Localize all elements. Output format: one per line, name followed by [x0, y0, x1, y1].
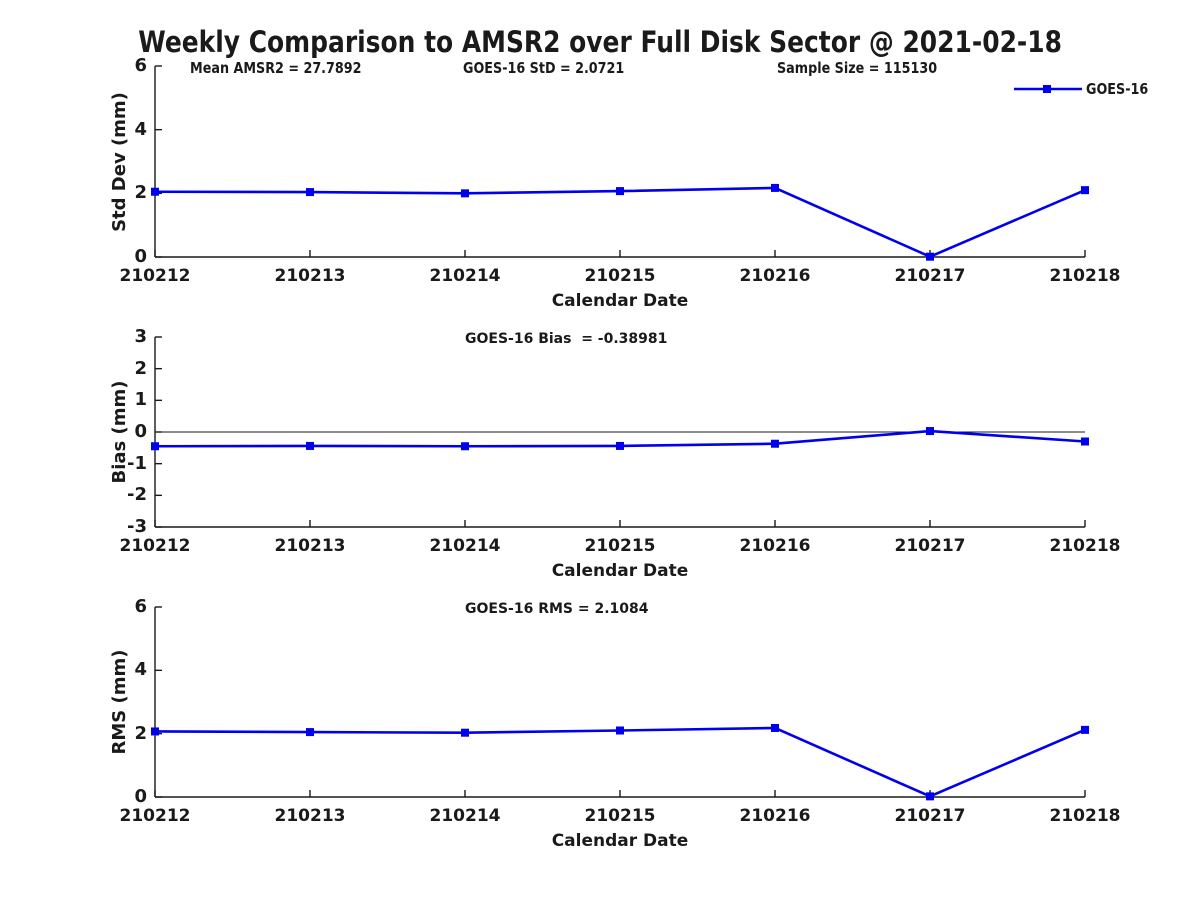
x-axis-label-top: Calendar Date — [551, 291, 689, 311]
annotation-sample-size: Sample Size = 115130 — [777, 59, 965, 77]
figure-title: Weekly Comparison to AMSR2 over Full Dis… — [0, 24, 1200, 60]
x-tick-label: 210216 — [739, 266, 811, 286]
goes16-data-marker — [306, 441, 314, 450]
x-tick-label: 210212 — [119, 536, 191, 556]
x-axis-label-bottom: Calendar Date — [551, 831, 689, 851]
y-tick-label: 6 — [134, 55, 147, 76]
annotation-goes16-bias: GOES-16 Bias = -0.38981 — [465, 331, 668, 347]
x-tick-label: 210214 — [429, 536, 501, 556]
y-axis-label-std-dev: Std Dev (mm) — [109, 92, 130, 232]
y-tick-label: 2 — [134, 722, 147, 744]
goes16-data-marker — [926, 792, 934, 801]
goes16-data-marker — [616, 187, 624, 196]
y-tick-label: 2 — [134, 182, 147, 204]
x-axis-label-middle: Calendar Date — [551, 561, 689, 581]
goes16-data-marker — [151, 187, 159, 196]
goes16-data-marker — [926, 252, 934, 261]
y-tick-label: 6 — [134, 596, 147, 617]
x-tick-label: 210216 — [739, 536, 811, 556]
x-tick-label: 210215 — [584, 806, 656, 826]
annotation-goes16-rms: GOES-16 RMS = 2.1084 — [465, 601, 649, 617]
x-tick-label: 210218 — [1049, 806, 1121, 826]
annotation-sample-size-text: Sample Size = 115130 — [777, 59, 938, 77]
goes16-data-marker — [771, 439, 779, 448]
y-tick-label: 4 — [134, 118, 147, 140]
goes16-data-marker — [1081, 725, 1089, 734]
annotation-mean-amsr2-text: Mean AMSR2 = 27.7892 — [190, 59, 362, 77]
x-tick-label: 210213 — [274, 806, 346, 826]
goes16-data-marker — [461, 442, 469, 451]
goes16-data-marker — [461, 189, 469, 198]
legend-entry-goes16-text: GOES-16 — [1086, 80, 1149, 98]
goes16-data-marker — [771, 183, 779, 192]
y-tick-label: 4 — [134, 659, 147, 681]
goes16-data-marker — [151, 442, 159, 451]
x-tick-label: 210212 — [119, 266, 191, 286]
x-tick-label: 210218 — [1049, 266, 1121, 286]
annotation-goes16-std-text: GOES-16 StD = 2.0721 — [463, 59, 625, 77]
goes16-data-marker — [1081, 437, 1089, 446]
x-tick-label: 210217 — [894, 266, 966, 286]
x-tick-label: 210216 — [739, 806, 811, 826]
annotation-goes16-std: GOES-16 StD = 2.0721 — [463, 59, 653, 77]
y-tick-label: 0 — [134, 421, 147, 442]
goes16-data-marker — [151, 727, 159, 736]
x-tick-label: 210214 — [429, 266, 501, 286]
goes16-data-marker — [771, 723, 779, 732]
x-tick-label: 210212 — [119, 806, 191, 826]
goes16-data-marker — [1081, 186, 1089, 195]
y-tick-label: 0 — [134, 246, 147, 267]
goes16-data-marker — [461, 728, 469, 737]
x-tick-label: 210217 — [894, 806, 966, 826]
y-tick-label: 0 — [134, 786, 147, 807]
annotation-mean-amsr2: Mean AMSR2 = 27.7892 — [190, 59, 392, 77]
x-tick-label: 210215 — [584, 266, 656, 286]
figure-title-text: Weekly Comparison to AMSR2 over Full Dis… — [138, 25, 1062, 59]
goes16-data-marker — [306, 728, 314, 737]
y-tick-label: -1 — [127, 452, 147, 474]
y-tick-label: 3 — [134, 326, 147, 347]
x-tick-label: 210218 — [1049, 536, 1121, 556]
goes16-data-marker — [616, 441, 624, 450]
goes16-series-line — [154, 726, 1086, 798]
y-tick-label: 1 — [134, 389, 147, 411]
goes16-data-marker — [616, 726, 624, 735]
y-tick-label: -3 — [127, 516, 147, 537]
goes16-series-line — [154, 186, 1086, 259]
x-tick-label: 210213 — [274, 266, 346, 286]
legend-entry-goes16: GOES-16 — [1086, 79, 1159, 99]
y-tick-label: 2 — [134, 357, 147, 379]
x-tick-label: 210217 — [894, 536, 966, 556]
goes16-data-marker — [306, 188, 314, 197]
x-tick-label: 210213 — [274, 536, 346, 556]
goes16-data-marker — [926, 427, 934, 436]
y-tick-label: -2 — [127, 484, 147, 506]
x-tick-label: 210214 — [429, 806, 501, 826]
legend-marker-sample — [1043, 85, 1051, 93]
x-tick-label: 210215 — [584, 536, 656, 556]
